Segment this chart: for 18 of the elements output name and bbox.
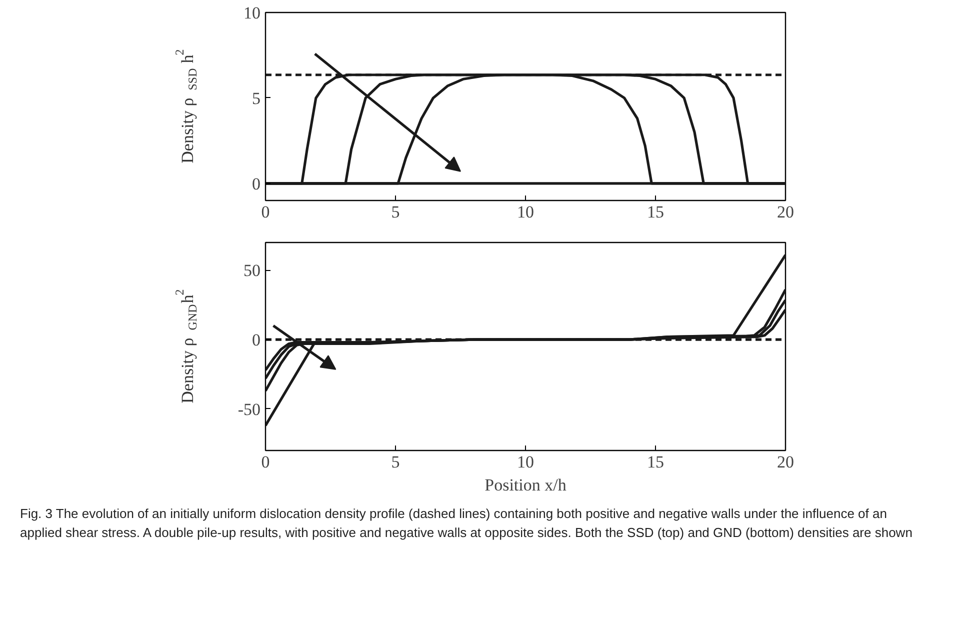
y-tick-label: 10: [244, 4, 260, 22]
y-tick-label: 0: [252, 174, 260, 194]
y-tick-label: 50: [244, 261, 260, 280]
x-tick-label: 10: [517, 202, 534, 222]
x-tick-label: 20: [777, 452, 794, 472]
x-tick-label: 5: [391, 452, 400, 472]
y-axis-title: Density ρGNDh2: [172, 289, 200, 404]
x-tick-label: 15: [647, 202, 664, 222]
x-tick-label: 5: [391, 202, 400, 222]
x-tick-label: 15: [647, 452, 664, 472]
x-tick-label: 10: [517, 452, 534, 472]
y-tick-label: 5: [252, 88, 260, 108]
x-axis-title: Position x/h: [484, 476, 567, 494]
y-tick-label: -50: [238, 400, 261, 419]
y-tick-label: 0: [252, 330, 260, 350]
y-axis-title: Density ρSSDh2: [172, 49, 200, 164]
caption: Fig. 3 The evolution of an initially uniform dislocation density profile (dashed lines) containing both positive and negative walls under the influence of an applied shear stress. A double pile-up results, with positive and negative walls at opposite sides. Both the SSD (top) and GND (bottom) densities are shown: [20, 505, 914, 542]
x-tick-label: 20: [777, 202, 794, 222]
